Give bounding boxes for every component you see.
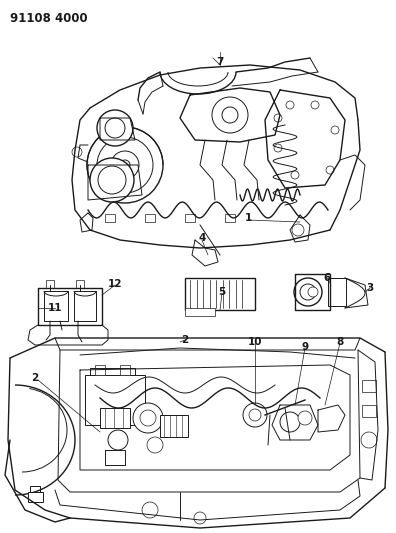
Text: 6: 6	[324, 273, 331, 283]
Bar	[328, 278, 346, 306]
Text: 8: 8	[336, 337, 344, 347]
Circle shape	[311, 101, 319, 109]
Bar	[76, 280, 84, 288]
Circle shape	[286, 101, 294, 109]
Circle shape	[274, 144, 282, 152]
Text: 10: 10	[248, 337, 262, 347]
Circle shape	[147, 437, 163, 453]
Bar	[120, 365, 130, 375]
Circle shape	[120, 160, 130, 170]
Text: 5: 5	[218, 287, 226, 297]
Circle shape	[212, 97, 248, 133]
Circle shape	[331, 126, 339, 134]
Circle shape	[87, 127, 163, 203]
Circle shape	[222, 107, 238, 123]
Bar	[46, 280, 54, 288]
Circle shape	[300, 284, 316, 300]
Circle shape	[105, 118, 125, 138]
Text: 4: 4	[198, 233, 206, 243]
Circle shape	[280, 412, 300, 432]
Text: 2: 2	[31, 373, 39, 383]
Circle shape	[108, 430, 128, 450]
Bar	[74, 291, 96, 321]
Circle shape	[243, 403, 267, 427]
Circle shape	[326, 166, 334, 174]
Circle shape	[97, 110, 133, 146]
Text: 11: 11	[48, 303, 62, 313]
Circle shape	[98, 166, 126, 194]
Bar	[362, 380, 376, 392]
Bar	[95, 365, 105, 375]
Bar	[185, 278, 255, 310]
Circle shape	[90, 158, 134, 202]
Bar	[85, 375, 145, 425]
Circle shape	[294, 278, 322, 306]
Circle shape	[133, 403, 163, 433]
Bar	[185, 308, 215, 316]
Circle shape	[72, 147, 82, 157]
Circle shape	[298, 411, 312, 425]
Circle shape	[194, 512, 206, 524]
Bar	[100, 408, 130, 428]
Text: 2: 2	[181, 335, 188, 345]
Text: 9: 9	[301, 342, 308, 352]
Bar	[160, 415, 188, 437]
Circle shape	[274, 114, 282, 122]
Circle shape	[292, 224, 304, 236]
Circle shape	[308, 287, 318, 297]
Circle shape	[249, 409, 261, 421]
Circle shape	[140, 410, 156, 426]
Text: 3: 3	[366, 283, 373, 293]
Text: 12: 12	[108, 279, 122, 289]
Bar	[44, 291, 68, 321]
Bar	[28, 492, 43, 502]
Bar	[185, 214, 195, 222]
Circle shape	[291, 171, 299, 179]
Circle shape	[111, 151, 139, 179]
Text: 7: 7	[216, 57, 224, 67]
Text: 1: 1	[244, 213, 251, 223]
Circle shape	[97, 137, 153, 193]
Text: 91108 4000: 91108 4000	[10, 12, 88, 25]
Bar	[105, 214, 115, 222]
Bar	[145, 214, 155, 222]
Bar	[225, 214, 235, 222]
Circle shape	[142, 502, 158, 518]
Bar	[362, 405, 376, 417]
